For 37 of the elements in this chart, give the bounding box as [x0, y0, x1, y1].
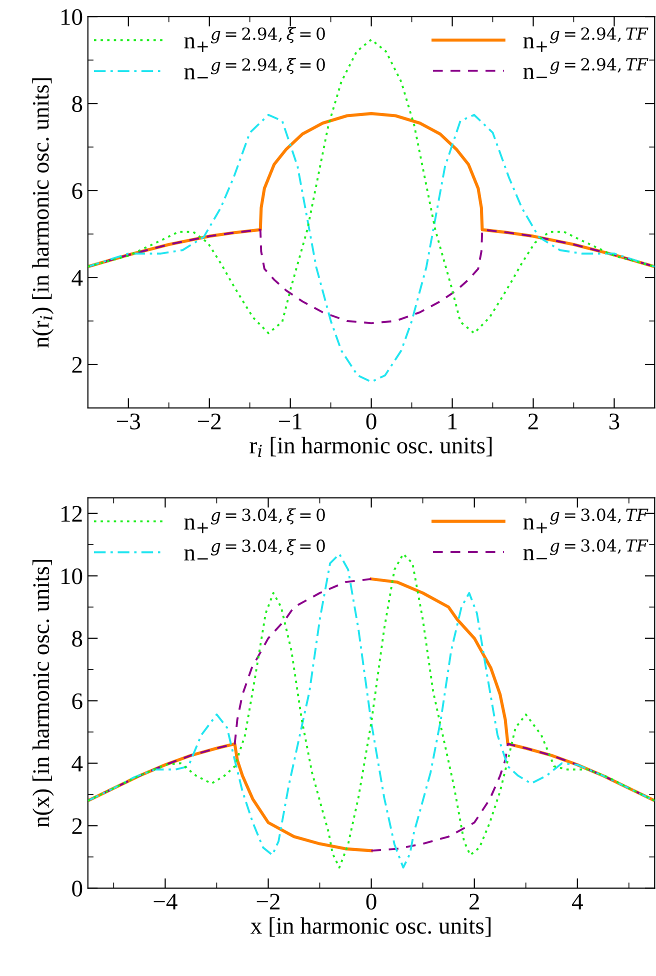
x-tick-label: −1 — [278, 414, 302, 430]
y-tick-label: 0 — [72, 880, 82, 897]
x-tick-label: 3 — [609, 414, 620, 430]
legend-label: n$_{−}$$^{g=3.04,TF}$ — [523, 539, 648, 560]
y-tick-label: 6 — [72, 693, 82, 710]
x-tick-label: 1 — [448, 414, 457, 430]
legend-label: n$_{+}$$^{g=2.94,ξ=0}$ — [184, 27, 325, 52]
x-tick-label: −3 — [117, 414, 140, 430]
legend-label: n$_{−}$$^{g=2.94,ξ=0}$ — [184, 58, 325, 80]
x-tick-label: 0 — [366, 414, 376, 430]
x-tick-label: 2 — [469, 894, 479, 910]
legend-label: n$_{−}$$^{g=2.94,TF}$ — [523, 58, 648, 79]
legend-label: n$_{+}$$^{g=3.04,ξ=0}$ — [184, 508, 325, 534]
y-tick-label: 12 — [62, 506, 82, 522]
y-tick-label: 4 — [72, 756, 83, 772]
y-tick-label: 10 — [62, 568, 82, 584]
y-axis-title: n(x) [in harmonic osc. units] — [32, 560, 54, 828]
y-tick-label: 6 — [72, 183, 82, 199]
x-tick-label: −4 — [154, 894, 178, 910]
y-axis-title: n(r$_{i}$) [in harmonic osc. units] — [32, 78, 54, 348]
y-tick-label: 4 — [72, 270, 83, 286]
x-tick-label: −2 — [198, 414, 221, 430]
x-tick-label: 0 — [366, 894, 376, 910]
y-tick-label: 8 — [72, 96, 82, 112]
legend-label: n$_{+}$$^{g=2.94,TF}$ — [523, 27, 648, 52]
y-tick-label: 10 — [62, 9, 82, 26]
y-tick-label: 2 — [72, 818, 82, 834]
line-series — [88, 114, 655, 383]
y-tick-label: 8 — [72, 630, 82, 647]
x-axis-title: r$_{i}$ [in harmonic osc. units] — [250, 436, 492, 457]
legend-label: n$_{+}$$^{g=3.04,TF}$ — [523, 508, 648, 534]
x-tick-label: −2 — [256, 894, 280, 910]
x-axis-title: x [in harmonic osc. units] — [250, 917, 491, 937]
y-tick-label: 2 — [72, 357, 82, 373]
x-tick-label: 4 — [572, 894, 583, 910]
x-tick-label: 2 — [528, 414, 538, 430]
legend-label: n$_{−}$$^{g=3.04,ξ=0}$ — [184, 539, 325, 560]
